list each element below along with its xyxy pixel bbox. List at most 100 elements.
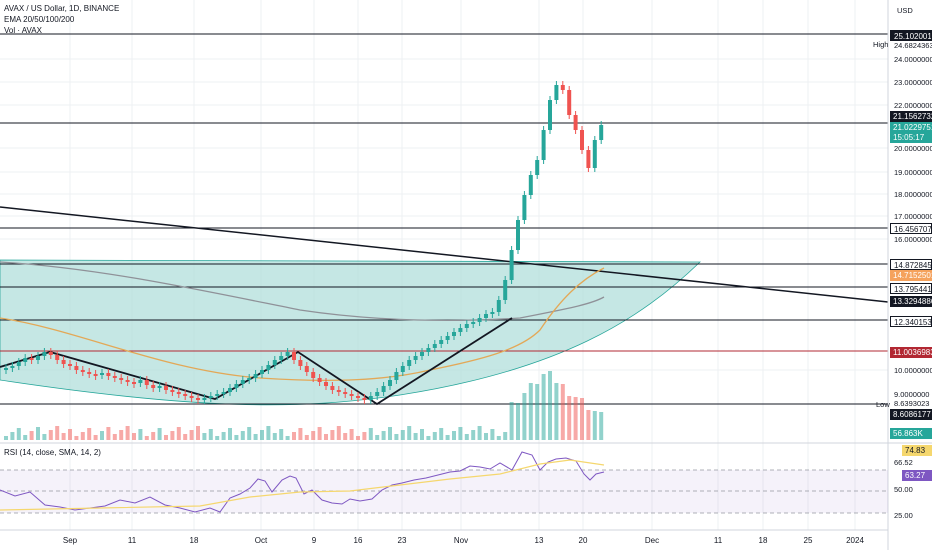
rsi-axis-label: 50.00 — [894, 485, 913, 494]
candle — [356, 396, 360, 398]
volume-bar — [356, 436, 360, 440]
volume-bar — [202, 433, 207, 440]
volume-bar — [29, 431, 34, 440]
volume-bar — [208, 429, 213, 440]
price-axis-label: 11.0036983 — [890, 347, 932, 358]
candle — [471, 322, 476, 324]
candle — [496, 300, 501, 312]
time-axis-label: Nov — [453, 536, 469, 545]
time-axis-label: 13 — [534, 536, 544, 545]
volume-bar — [176, 427, 181, 440]
rsi-legend[interactable]: RSI (14, close, SMA, 14, 2) — [4, 448, 101, 457]
candle — [80, 370, 85, 372]
volume-bar — [368, 428, 373, 440]
candle — [292, 352, 296, 360]
price-axis-label: 21.1562732 — [890, 111, 932, 122]
candle — [42, 352, 47, 356]
volume-bar — [458, 427, 463, 440]
volume-bar — [125, 426, 130, 440]
volume-legend[interactable]: Vol · AVAX — [4, 26, 42, 35]
candle — [541, 130, 546, 160]
candle — [157, 386, 162, 388]
price-axis-label: 19.0000000 — [894, 168, 932, 177]
volume-bar — [157, 428, 162, 440]
price-axis-label: 14.7152501 — [890, 270, 932, 281]
candle — [215, 394, 220, 396]
volume-bar — [599, 412, 604, 440]
volume-bar — [400, 430, 405, 440]
candle — [208, 396, 213, 398]
candle — [445, 336, 450, 340]
candle — [125, 380, 130, 382]
candle — [452, 332, 456, 336]
volume-bar — [471, 430, 476, 440]
candle — [567, 90, 572, 115]
candle — [253, 374, 258, 378]
candle — [4, 368, 8, 370]
candle — [74, 366, 79, 370]
candle — [317, 378, 322, 382]
volume-bar — [317, 427, 322, 440]
currency-label[interactable]: USD — [897, 6, 913, 15]
volume-bar — [407, 426, 412, 440]
volume-bar — [144, 436, 149, 440]
volume-bar — [535, 384, 540, 440]
time-axis-label: 18 — [758, 536, 768, 545]
candle — [420, 352, 424, 356]
candle — [477, 318, 482, 322]
candle — [93, 374, 98, 376]
volume-bar — [304, 435, 309, 440]
candle — [362, 398, 367, 400]
candle — [490, 312, 495, 314]
candle — [221, 392, 226, 394]
candle — [23, 358, 28, 362]
candle — [426, 348, 431, 352]
volume-bar — [349, 429, 354, 440]
price-axis-label: 13.7954416 — [890, 283, 932, 294]
candle — [509, 250, 514, 280]
volume-bar — [228, 428, 232, 440]
candle — [144, 380, 149, 385]
symbol-legend[interactable]: AVAX / US Dollar, 1D, BINANCE — [4, 4, 120, 13]
candle — [29, 358, 34, 360]
candle — [535, 160, 540, 175]
volume-bar — [586, 410, 591, 440]
volume-bar — [10, 432, 15, 440]
candle — [240, 380, 245, 384]
candle — [138, 380, 143, 383]
candle — [368, 396, 373, 400]
volume-bar — [240, 431, 245, 440]
price-axis-label: 13.3294886 — [890, 296, 932, 307]
volume-bar — [170, 431, 175, 440]
ema-200-line — [0, 261, 605, 322]
volume-bar — [215, 436, 220, 440]
candle — [458, 328, 463, 332]
rsi-line — [0, 451, 605, 513]
price-axis-label: 24.6824363 — [894, 41, 932, 50]
volume-bar — [413, 433, 418, 440]
candle — [298, 360, 303, 366]
price-axis-label: 17.0000000 — [894, 212, 932, 221]
volume-bar — [464, 434, 469, 440]
volume-bar — [580, 398, 584, 440]
volume-bar — [36, 427, 40, 440]
candle — [580, 130, 584, 150]
candle — [68, 364, 72, 366]
candle — [528, 175, 533, 195]
volume-bar — [253, 434, 258, 440]
low-label: Low — [876, 400, 890, 409]
volume-bar — [279, 429, 284, 440]
ema-legend[interactable]: EMA 20/50/100/200 — [4, 15, 75, 24]
price-axis-label: 15:05:17 — [890, 132, 932, 143]
candle — [151, 385, 156, 388]
volume-bar — [477, 426, 482, 440]
volume-bar — [298, 428, 303, 440]
candle — [279, 356, 284, 360]
price-axis-label: 8.6393023 — [894, 399, 930, 408]
volume-bar — [42, 434, 47, 440]
candle — [87, 372, 92, 374]
volume-bar — [272, 433, 277, 440]
ema-50-line — [0, 267, 605, 382]
